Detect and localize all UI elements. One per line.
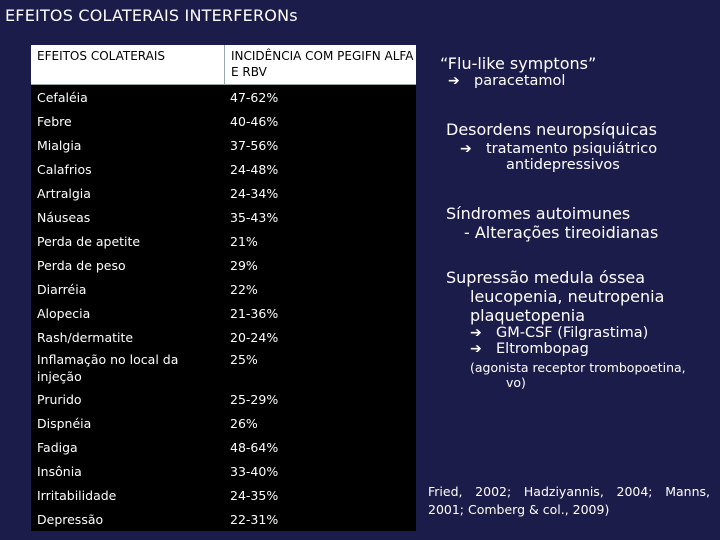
incidence-cell: 22-31%: [230, 511, 279, 527]
neuro-item-line1: tratamento psiquiátrico: [486, 141, 658, 157]
marrow-item2: ➔ Eltrombopag: [470, 341, 686, 357]
table-row: Mialgia 37-56%: [31, 133, 416, 157]
effect-cell: Fadiga: [37, 439, 78, 455]
effect-cell: Diarréia: [37, 281, 87, 297]
slide-title: EFEITOS COLATERAIS INTERFERONs: [5, 6, 298, 25]
incidence-cell: 47-62%: [230, 89, 279, 105]
table-row: Perda de apetite 21%: [31, 229, 416, 253]
autoimmune-title: Síndromes autoimunes: [446, 204, 631, 223]
table-row: Dispnéia 26%: [31, 411, 416, 435]
effect-cell: Rash/dermatite: [37, 329, 134, 345]
neuro-section: Desordens neuropsíquicas ➔ tratamento psi…: [446, 120, 657, 173]
incidence-cell: 24-48%: [230, 161, 279, 177]
effect-cell: Dispnéia: [37, 415, 92, 431]
marrow-section: Supressão medula óssea leucopenia, neutr…: [446, 268, 686, 390]
marrow-item1-text: GM-CSF (Filgrastima): [496, 325, 649, 341]
effect-cell: Inflamação no local da injeção: [37, 352, 179, 384]
effect-cell: Calafrios: [37, 161, 92, 177]
table-row: Perda de peso 29%: [31, 253, 416, 277]
neuro-title: Desordens neuropsíquicas: [446, 120, 657, 139]
incidence-cell: 26%: [230, 415, 258, 431]
table-body: Cefaléia 47-62% Febre 40-46% Mialgia 37-56%…: [31, 85, 416, 531]
effect-cell: Febre: [37, 113, 72, 129]
table-row: Prurido 25-29%: [31, 387, 416, 411]
marrow-item1: ➔ GM-CSF (Filgrastima): [470, 325, 686, 341]
header-effects: EFEITOS COLATERAIS: [37, 49, 166, 63]
table-row: Fadiga 48-64%: [31, 435, 416, 459]
incidence-cell: 25%: [230, 352, 258, 367]
table-header: EFEITOS COLATERAIS INCIDÊNCIA COM PEGIFN…: [31, 45, 416, 85]
incidence-cell: 21%: [230, 233, 258, 249]
table-row: Artralgia 24-34%: [31, 181, 416, 205]
effect-cell: Prurido: [37, 391, 82, 407]
incidence-cell: 24-34%: [230, 185, 279, 201]
incidence-cell: 35-43%: [230, 209, 279, 225]
citation: Fried, 2002; Hadziyannis, 2004; Manns, 2…: [428, 484, 710, 517]
header-incidence: INCIDÊNCIA COM PEGIFN ALFA E RBV: [224, 45, 416, 84]
marrow-item2-text: Eltrombopag: [496, 341, 589, 357]
autoimmune-sub: - Alterações tireoidianas: [464, 223, 659, 242]
effect-cell: Perda de apetite: [37, 233, 141, 249]
flu-item-text: paracetamol: [474, 73, 566, 89]
right-arrow-icon: ➔: [448, 73, 460, 89]
effect-cell: Perda de peso: [37, 257, 126, 273]
incidence-cell: 29%: [230, 257, 258, 273]
neuro-item: ➔ tratamento psiquiátrico: [460, 141, 657, 157]
table-row: Irritabilidade 24-35%: [31, 483, 416, 507]
incidence-cell: 40-46%: [230, 113, 279, 129]
neuro-item-line2: antidepressivos: [506, 157, 620, 173]
table-row: Cefaléia 47-62%: [31, 85, 416, 109]
right-arrow-icon: ➔: [470, 341, 482, 357]
right-arrow-icon: ➔: [460, 141, 472, 157]
right-arrow-icon: ➔: [470, 325, 482, 341]
table-row: Calafrios 24-48%: [31, 157, 416, 181]
incidence-cell: 22%: [230, 281, 258, 297]
effect-cell: Mialgia: [37, 137, 82, 153]
table-row: Febre 40-46%: [31, 109, 416, 133]
table-row: Náuseas 35-43%: [31, 205, 416, 229]
table-row: Depressão 22-31%: [31, 507, 416, 531]
effect-cell: Artralgia: [37, 185, 91, 201]
incidence-cell: 37-56%: [230, 137, 279, 153]
marrow-note-line2: vo): [506, 375, 526, 390]
table-row: Rash/dermatite 20-24%: [31, 325, 416, 349]
incidence-cell: 48-64%: [230, 439, 279, 455]
marrow-sub2: plaquetopenia: [470, 306, 585, 325]
table-row: Alopecia 21-36%: [31, 301, 416, 325]
incidence-cell: 33-40%: [230, 463, 279, 479]
flu-title: “Flu-like symptons”: [440, 54, 597, 73]
incidence-cell: 24-35%: [230, 487, 279, 503]
marrow-note-line1: (agonista receptor trombopoetina,: [470, 360, 686, 375]
incidence-cell: 20-24%: [230, 329, 279, 345]
effect-cell: Insônia: [37, 463, 82, 479]
flu-section: “Flu-like symptons” ➔ paracetamol: [440, 54, 596, 89]
flu-item: ➔ paracetamol: [448, 73, 596, 89]
effect-cell: Cefaléia: [37, 89, 88, 105]
incidence-cell: 21-36%: [230, 305, 279, 321]
table-row: Inflamação no local da injeção 25%: [31, 349, 416, 387]
effect-cell: Alopecia: [37, 305, 91, 321]
effect-cell: Depressão: [37, 511, 104, 527]
effect-cell: Náuseas: [37, 209, 91, 225]
side-effects-table: EFEITOS COLATERAIS INCIDÊNCIA COM PEGIFN…: [31, 45, 416, 531]
effect-cell: Irritabilidade: [37, 487, 117, 503]
marrow-sub1: leucopenia, neutropenia: [470, 287, 665, 306]
table-row: Insônia 33-40%: [31, 459, 416, 483]
table-row: Diarréia 22%: [31, 277, 416, 301]
marrow-title: Supressão medula óssea: [446, 268, 646, 287]
autoimmune-section: Síndromes autoimunes - Alterações tireoi…: [446, 204, 658, 242]
incidence-cell: 25-29%: [230, 391, 279, 407]
